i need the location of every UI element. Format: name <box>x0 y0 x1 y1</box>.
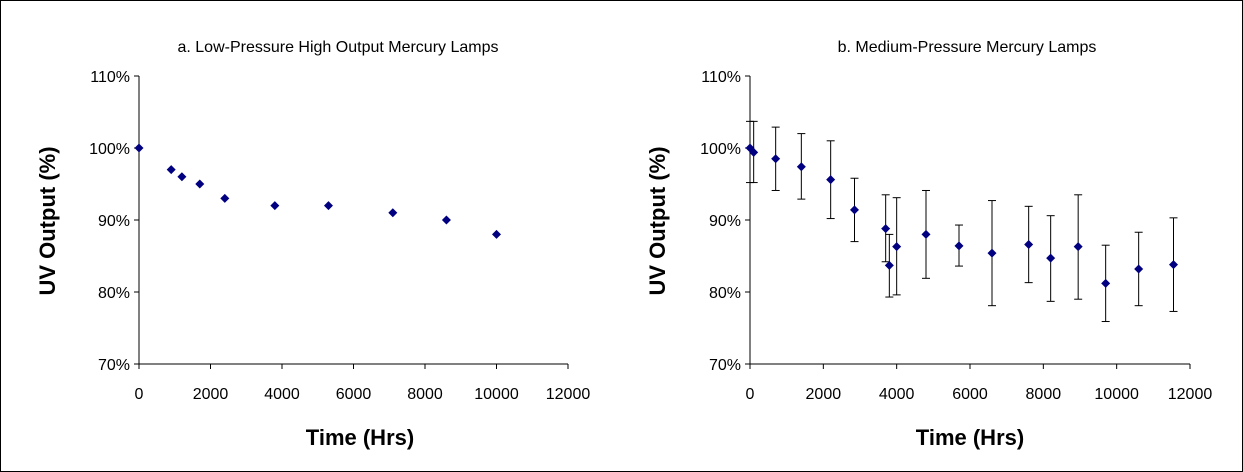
panel-b-x-axis-label: Time (Hrs) <box>916 425 1024 450</box>
panel-a-y-tick-label: 110% <box>90 69 130 86</box>
panel-b-data-point <box>884 260 894 270</box>
panel-b-y-tick-label: 80% <box>709 285 741 302</box>
panel-a-x-tick-label: 0 <box>135 386 144 403</box>
panel-a-data-point <box>441 215 451 225</box>
panel-b-data-point <box>1073 242 1083 252</box>
panel-a-data-point <box>166 165 176 175</box>
panel-a-y-axis-label: UV Output (%) <box>35 146 60 295</box>
panel-b-data-point <box>881 224 891 234</box>
panel-a-data-point <box>270 201 280 211</box>
panel-b-y-tick-label: 90% <box>709 213 741 230</box>
panel-b-x-tick-label: 0 <box>746 386 755 403</box>
panel-b-y-tick-label: 70% <box>709 357 741 374</box>
panel-a-x-tick-label: 6000 <box>336 386 372 403</box>
panel-b-y-axis-label: UV Output (%) <box>645 146 670 295</box>
panel-b-data-point <box>749 147 759 157</box>
panel-b-data-point <box>850 205 859 215</box>
panel-b-medium-pressure: b. Medium-Pressure Mercury Lamps UV Outp… <box>645 39 1212 450</box>
panel-a-data-point <box>220 193 230 203</box>
panel-a-data-point <box>323 201 333 211</box>
panel-b-data-point <box>954 241 964 251</box>
panel-a-data-point <box>134 143 144 153</box>
panel-b-data-point <box>987 248 997 258</box>
panel-a-x-tick-label: 8000 <box>407 386 443 403</box>
panel-b-data-point <box>1134 264 1144 274</box>
panel-b-data-point <box>826 175 836 185</box>
panel-a-x-tick-label: 4000 <box>264 386 300 403</box>
panel-b-x-tick-label: 8000 <box>1026 386 1062 403</box>
panel-b-data-point <box>1024 239 1034 249</box>
panel-a-y-tick-label: 70% <box>98 357 130 374</box>
panel-a-data-point <box>492 229 501 239</box>
panel-a-y-tick-label: 100% <box>89 141 130 158</box>
panel-b-title: b. Medium-Pressure Mercury Lamps <box>838 39 1097 56</box>
panel-a-data-point <box>195 179 205 189</box>
panel-a-x-tick-label: 10000 <box>474 386 519 403</box>
panel-a-data-point <box>177 172 187 182</box>
panel-b-data-point <box>1169 260 1178 270</box>
panel-a-low-pressure: a. Low-Pressure High Output Mercury Lamp… <box>35 39 590 450</box>
panel-a-y-tick-label: 90% <box>98 213 130 230</box>
panel-b-x-tick-label: 2000 <box>806 386 842 403</box>
panel-b-y-tick-label: 100% <box>700 141 741 158</box>
panel-b-y-tick-label: 110% <box>701 69 741 86</box>
panel-a-title: a. Low-Pressure High Output Mercury Lamp… <box>177 39 498 56</box>
panel-a-x-tick-label: 2000 <box>193 386 229 403</box>
panel-b-x-tick-label: 6000 <box>952 386 988 403</box>
panel-a-y-tick-label: 80% <box>98 285 130 302</box>
panel-a-x-axis-label: Time (Hrs) <box>306 425 414 450</box>
panel-b-data-point <box>921 229 931 239</box>
panel-a-x-tick-label: 12000 <box>546 386 591 403</box>
panel-a-data-point <box>388 208 398 218</box>
panel-b-data-point <box>892 242 902 252</box>
panel-b-x-tick-label: 12000 <box>1168 386 1213 403</box>
panel-b-x-tick-label: 10000 <box>1094 386 1139 403</box>
panel-b-data-point <box>771 154 781 164</box>
panel-b-data-point <box>1046 253 1056 263</box>
panel-b-data-point <box>796 162 806 172</box>
panel-b-data-point <box>1101 278 1111 288</box>
panel-b-x-tick-label: 4000 <box>879 386 915 403</box>
